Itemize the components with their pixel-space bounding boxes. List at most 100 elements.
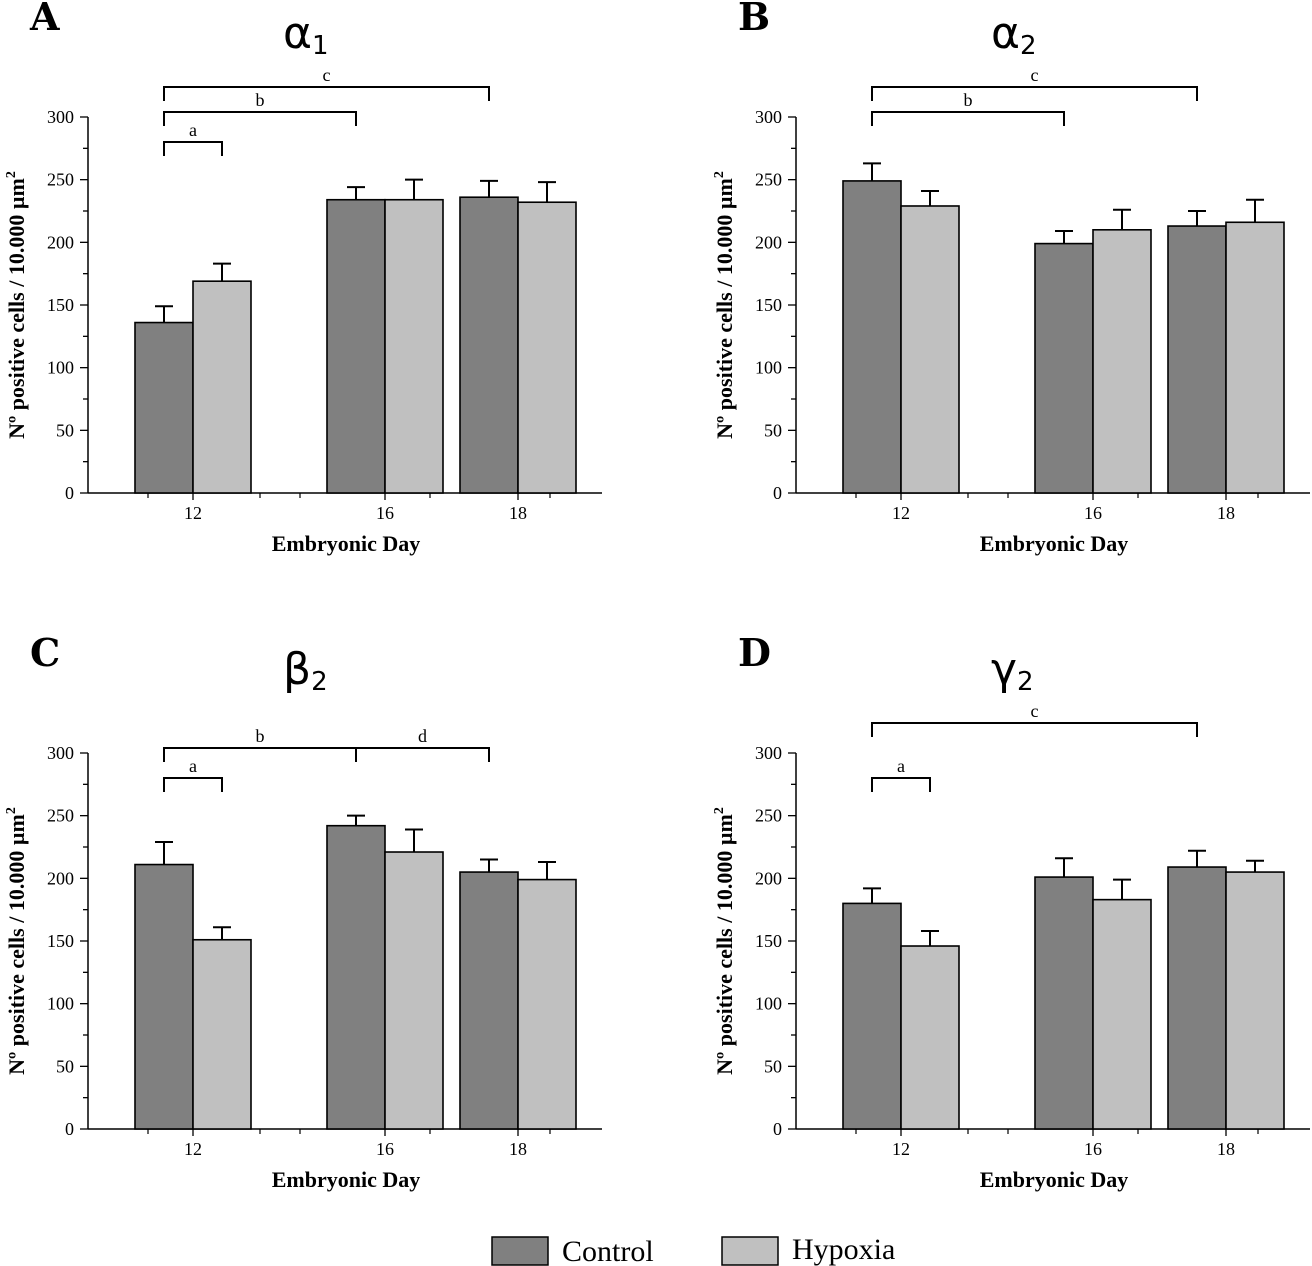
bar-hypoxia xyxy=(1225,221,1285,494)
bar-hypoxia xyxy=(1092,898,1152,1130)
bar-hypoxia xyxy=(900,945,960,1130)
bar-control xyxy=(326,824,386,1130)
bar-hypoxia xyxy=(517,878,577,1130)
y-axis-label: Nº positive cells / 10.000 µm2 xyxy=(712,171,737,439)
significance-bracket-a: a xyxy=(871,756,931,792)
bar-control xyxy=(459,871,519,1130)
bar-control xyxy=(842,180,902,494)
x-tick-label: 16 xyxy=(376,503,394,523)
y-axis-label-superscript: 2 xyxy=(4,807,19,814)
y-tick-label: 100 xyxy=(47,358,74,378)
x-tick-label: 12 xyxy=(184,1139,202,1159)
y-tick-label: 0 xyxy=(65,483,74,503)
bracket-line xyxy=(163,141,223,156)
x-axis-label: Embryonic Day xyxy=(272,1167,421,1192)
x-axis-label: Embryonic Day xyxy=(980,1167,1129,1192)
bar-control xyxy=(459,196,519,494)
y-tick-label: 200 xyxy=(755,868,782,888)
bracket-label: b xyxy=(256,90,265,110)
bracket-label: a xyxy=(189,756,197,776)
y-tick-label: 150 xyxy=(47,295,74,315)
panel-letter: B xyxy=(738,0,770,39)
bar-hypoxia xyxy=(900,205,960,494)
panel-letter: A xyxy=(29,0,60,39)
significance-bracket-a: a xyxy=(163,756,223,792)
bracket-line xyxy=(871,722,1198,737)
y-tick-label: 0 xyxy=(773,1119,782,1139)
y-tick-label: 150 xyxy=(755,295,782,315)
bracket-line xyxy=(871,86,1198,101)
bar-hypoxia xyxy=(384,198,444,494)
bar-control xyxy=(1034,242,1094,494)
x-tick-label: 18 xyxy=(1217,503,1235,523)
bar-control xyxy=(1167,225,1227,494)
y-tick-label: 100 xyxy=(755,994,782,1014)
bracket-line xyxy=(163,111,357,126)
bar-hypoxia xyxy=(384,851,444,1130)
bar-hypoxia xyxy=(1092,229,1152,494)
bar-control xyxy=(134,863,194,1130)
significance-bracket-d: d xyxy=(355,726,490,762)
y-tick-label: 300 xyxy=(755,107,782,127)
y-tick-label: 50 xyxy=(764,420,782,440)
y-tick-label: 0 xyxy=(65,1119,74,1139)
legend-swatch-control xyxy=(491,1236,549,1266)
y-tick-label: 250 xyxy=(47,170,74,190)
bracket-line xyxy=(163,777,223,792)
y-tick-label: 150 xyxy=(47,931,74,951)
chart-title: γ2 xyxy=(991,644,1034,697)
x-tick-label: 12 xyxy=(892,503,910,523)
bar-hypoxia xyxy=(192,938,252,1130)
x-tick-label: 18 xyxy=(1217,1139,1235,1159)
significance-bracket-b: b xyxy=(163,90,357,126)
chart-title-subscript: 2 xyxy=(311,667,328,697)
bracket-label: b xyxy=(256,726,265,746)
legend: Control Hypoxia xyxy=(491,1233,895,1266)
y-tick-label: 0 xyxy=(773,483,782,503)
y-tick-label: 50 xyxy=(764,1056,782,1076)
legend-label-control: Control xyxy=(562,1235,654,1266)
bracket-line xyxy=(355,747,490,762)
bracket-line xyxy=(871,111,1065,126)
bar-control xyxy=(134,321,194,494)
bar-hypoxia xyxy=(192,280,252,494)
chart-title-subscript: 2 xyxy=(1017,667,1034,697)
y-tick-label: 250 xyxy=(755,806,782,826)
y-axis-label-superscript: 2 xyxy=(4,171,19,178)
x-tick-label: 16 xyxy=(1084,1139,1102,1159)
panel-letter: D xyxy=(738,630,771,675)
bar-control xyxy=(842,902,902,1130)
significance-bracket-c: c xyxy=(163,65,490,101)
chart-title: β2 xyxy=(283,644,328,697)
y-tick-label: 100 xyxy=(755,358,782,378)
bracket-label: a xyxy=(189,120,197,140)
y-tick-label: 250 xyxy=(47,806,74,826)
bar-control xyxy=(1034,876,1094,1130)
bracket-label: c xyxy=(1031,65,1039,85)
y-tick-label: 300 xyxy=(47,107,74,127)
x-tick-label: 16 xyxy=(376,1139,394,1159)
y-axis-label-superscript: 2 xyxy=(712,171,727,178)
bracket-label: a xyxy=(897,756,905,776)
significance-bracket-c: c xyxy=(871,65,1198,101)
chart-title: α1 xyxy=(283,8,329,61)
bracket-line xyxy=(163,86,490,101)
chart-title: α2 xyxy=(991,8,1037,61)
y-axis-label: Nº positive cells / 10.000 µm2 xyxy=(4,171,29,439)
x-tick-label: 12 xyxy=(892,1139,910,1159)
bar-hypoxia xyxy=(517,201,577,494)
x-tick-label: 18 xyxy=(509,1139,527,1159)
y-tick-label: 200 xyxy=(47,232,74,252)
legend-swatch-hypoxia xyxy=(721,1236,779,1266)
bracket-label: c xyxy=(1031,701,1039,721)
significance-bracket-c: c xyxy=(871,701,1198,737)
x-tick-label: 16 xyxy=(1084,503,1102,523)
y-tick-label: 50 xyxy=(56,1056,74,1076)
bar-control xyxy=(326,198,386,494)
y-tick-label: 150 xyxy=(755,931,782,951)
bracket-line xyxy=(871,777,931,792)
